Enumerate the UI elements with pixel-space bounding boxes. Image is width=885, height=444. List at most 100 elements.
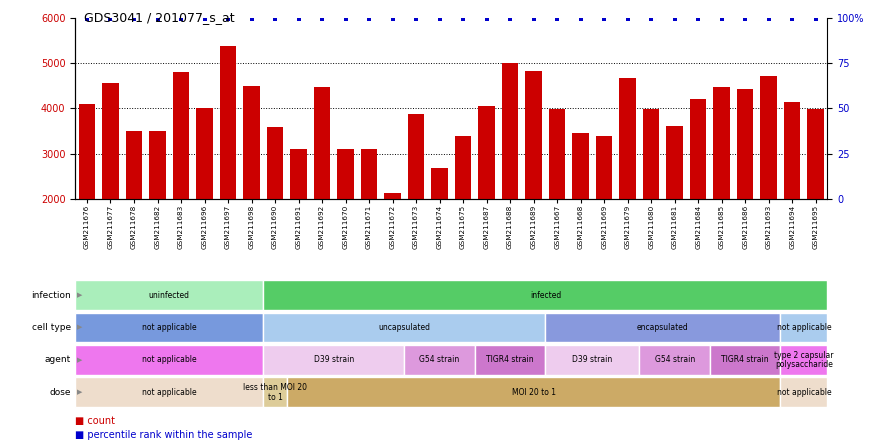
Bar <box>781 345 827 375</box>
Text: G54 strain: G54 strain <box>655 355 695 365</box>
Bar <box>75 280 264 310</box>
Point <box>174 15 189 22</box>
Text: TIGR4 strain: TIGR4 strain <box>486 355 534 365</box>
Text: encapsulated: encapsulated <box>637 323 689 332</box>
Bar <box>666 127 683 289</box>
Point <box>150 15 165 22</box>
Point <box>573 15 588 22</box>
Bar <box>784 103 800 289</box>
Point <box>244 15 258 22</box>
Point <box>409 15 423 22</box>
Point <box>386 15 400 22</box>
Point <box>714 15 728 22</box>
Bar <box>150 131 165 289</box>
Text: ▶: ▶ <box>77 389 82 395</box>
Point <box>338 15 352 22</box>
Text: not applicable: not applicable <box>777 388 831 397</box>
Bar <box>596 136 612 289</box>
Text: GDS3041 / 201077_s_at: GDS3041 / 201077_s_at <box>84 11 235 24</box>
Point <box>456 15 470 22</box>
Point <box>221 15 235 22</box>
Bar <box>781 313 827 342</box>
Bar <box>287 377 781 407</box>
Point <box>480 15 494 22</box>
Text: D39 strain: D39 strain <box>313 355 354 365</box>
Point <box>433 15 447 22</box>
Bar <box>243 86 260 289</box>
Point <box>644 15 658 22</box>
Bar <box>545 345 639 375</box>
Bar <box>639 345 710 375</box>
Bar <box>545 313 781 342</box>
Bar <box>79 104 96 289</box>
Text: ■ percentile rank within the sample: ■ percentile rank within the sample <box>75 429 252 440</box>
Text: not applicable: not applicable <box>142 355 196 365</box>
Point <box>197 15 212 22</box>
Bar <box>103 83 119 289</box>
Point <box>762 15 776 22</box>
Bar <box>431 168 448 289</box>
Bar <box>807 109 824 289</box>
Text: not applicable: not applicable <box>777 323 831 332</box>
Bar <box>781 377 827 407</box>
Bar <box>75 377 264 407</box>
Bar <box>196 108 212 289</box>
Text: dose: dose <box>50 388 71 397</box>
Text: not applicable: not applicable <box>142 388 196 397</box>
Bar <box>573 133 589 289</box>
Bar <box>408 114 424 289</box>
Text: ■ count: ■ count <box>75 416 115 426</box>
Bar <box>479 106 495 289</box>
Bar <box>361 149 377 289</box>
Bar <box>126 131 142 289</box>
Text: ▶: ▶ <box>77 357 82 363</box>
Bar <box>737 89 753 289</box>
Text: MOI 20 to 1: MOI 20 to 1 <box>512 388 556 397</box>
Text: agent: agent <box>44 355 71 365</box>
Text: infection: infection <box>31 290 71 300</box>
Point <box>268 15 282 22</box>
Bar <box>710 345 781 375</box>
Point <box>550 15 565 22</box>
Text: cell type: cell type <box>32 323 71 332</box>
Point <box>127 15 141 22</box>
Bar <box>502 63 519 289</box>
Point <box>809 15 823 22</box>
Bar <box>290 149 307 289</box>
Point <box>527 15 541 22</box>
Text: infected: infected <box>530 290 561 300</box>
Bar <box>264 280 827 310</box>
Text: D39 strain: D39 strain <box>573 355 612 365</box>
Bar <box>455 136 472 289</box>
Point <box>597 15 612 22</box>
Point <box>620 15 635 22</box>
Bar <box>264 345 404 375</box>
Point <box>315 15 329 22</box>
Bar <box>314 87 330 289</box>
Bar <box>264 377 287 407</box>
Text: not applicable: not applicable <box>142 323 196 332</box>
Bar <box>760 76 777 289</box>
Bar <box>264 313 545 342</box>
Bar <box>404 345 475 375</box>
Point <box>691 15 705 22</box>
Point <box>785 15 799 22</box>
Text: uninfected: uninfected <box>149 290 189 300</box>
Bar <box>75 313 264 342</box>
Bar <box>75 345 264 375</box>
Bar <box>643 109 659 289</box>
Bar <box>475 345 545 375</box>
Bar <box>690 99 706 289</box>
Text: type 2 capsular
polysaccharide: type 2 capsular polysaccharide <box>774 350 834 369</box>
Bar <box>713 87 730 289</box>
Text: less than MOI 20
to 1: less than MOI 20 to 1 <box>243 383 307 402</box>
Text: ▶: ▶ <box>77 292 82 298</box>
Bar <box>337 149 354 289</box>
Bar <box>173 72 189 289</box>
Text: uncapsulated: uncapsulated <box>378 323 430 332</box>
Bar <box>620 78 636 289</box>
Point <box>503 15 517 22</box>
Text: G54 strain: G54 strain <box>419 355 459 365</box>
Bar <box>526 71 542 289</box>
Bar <box>219 46 236 289</box>
